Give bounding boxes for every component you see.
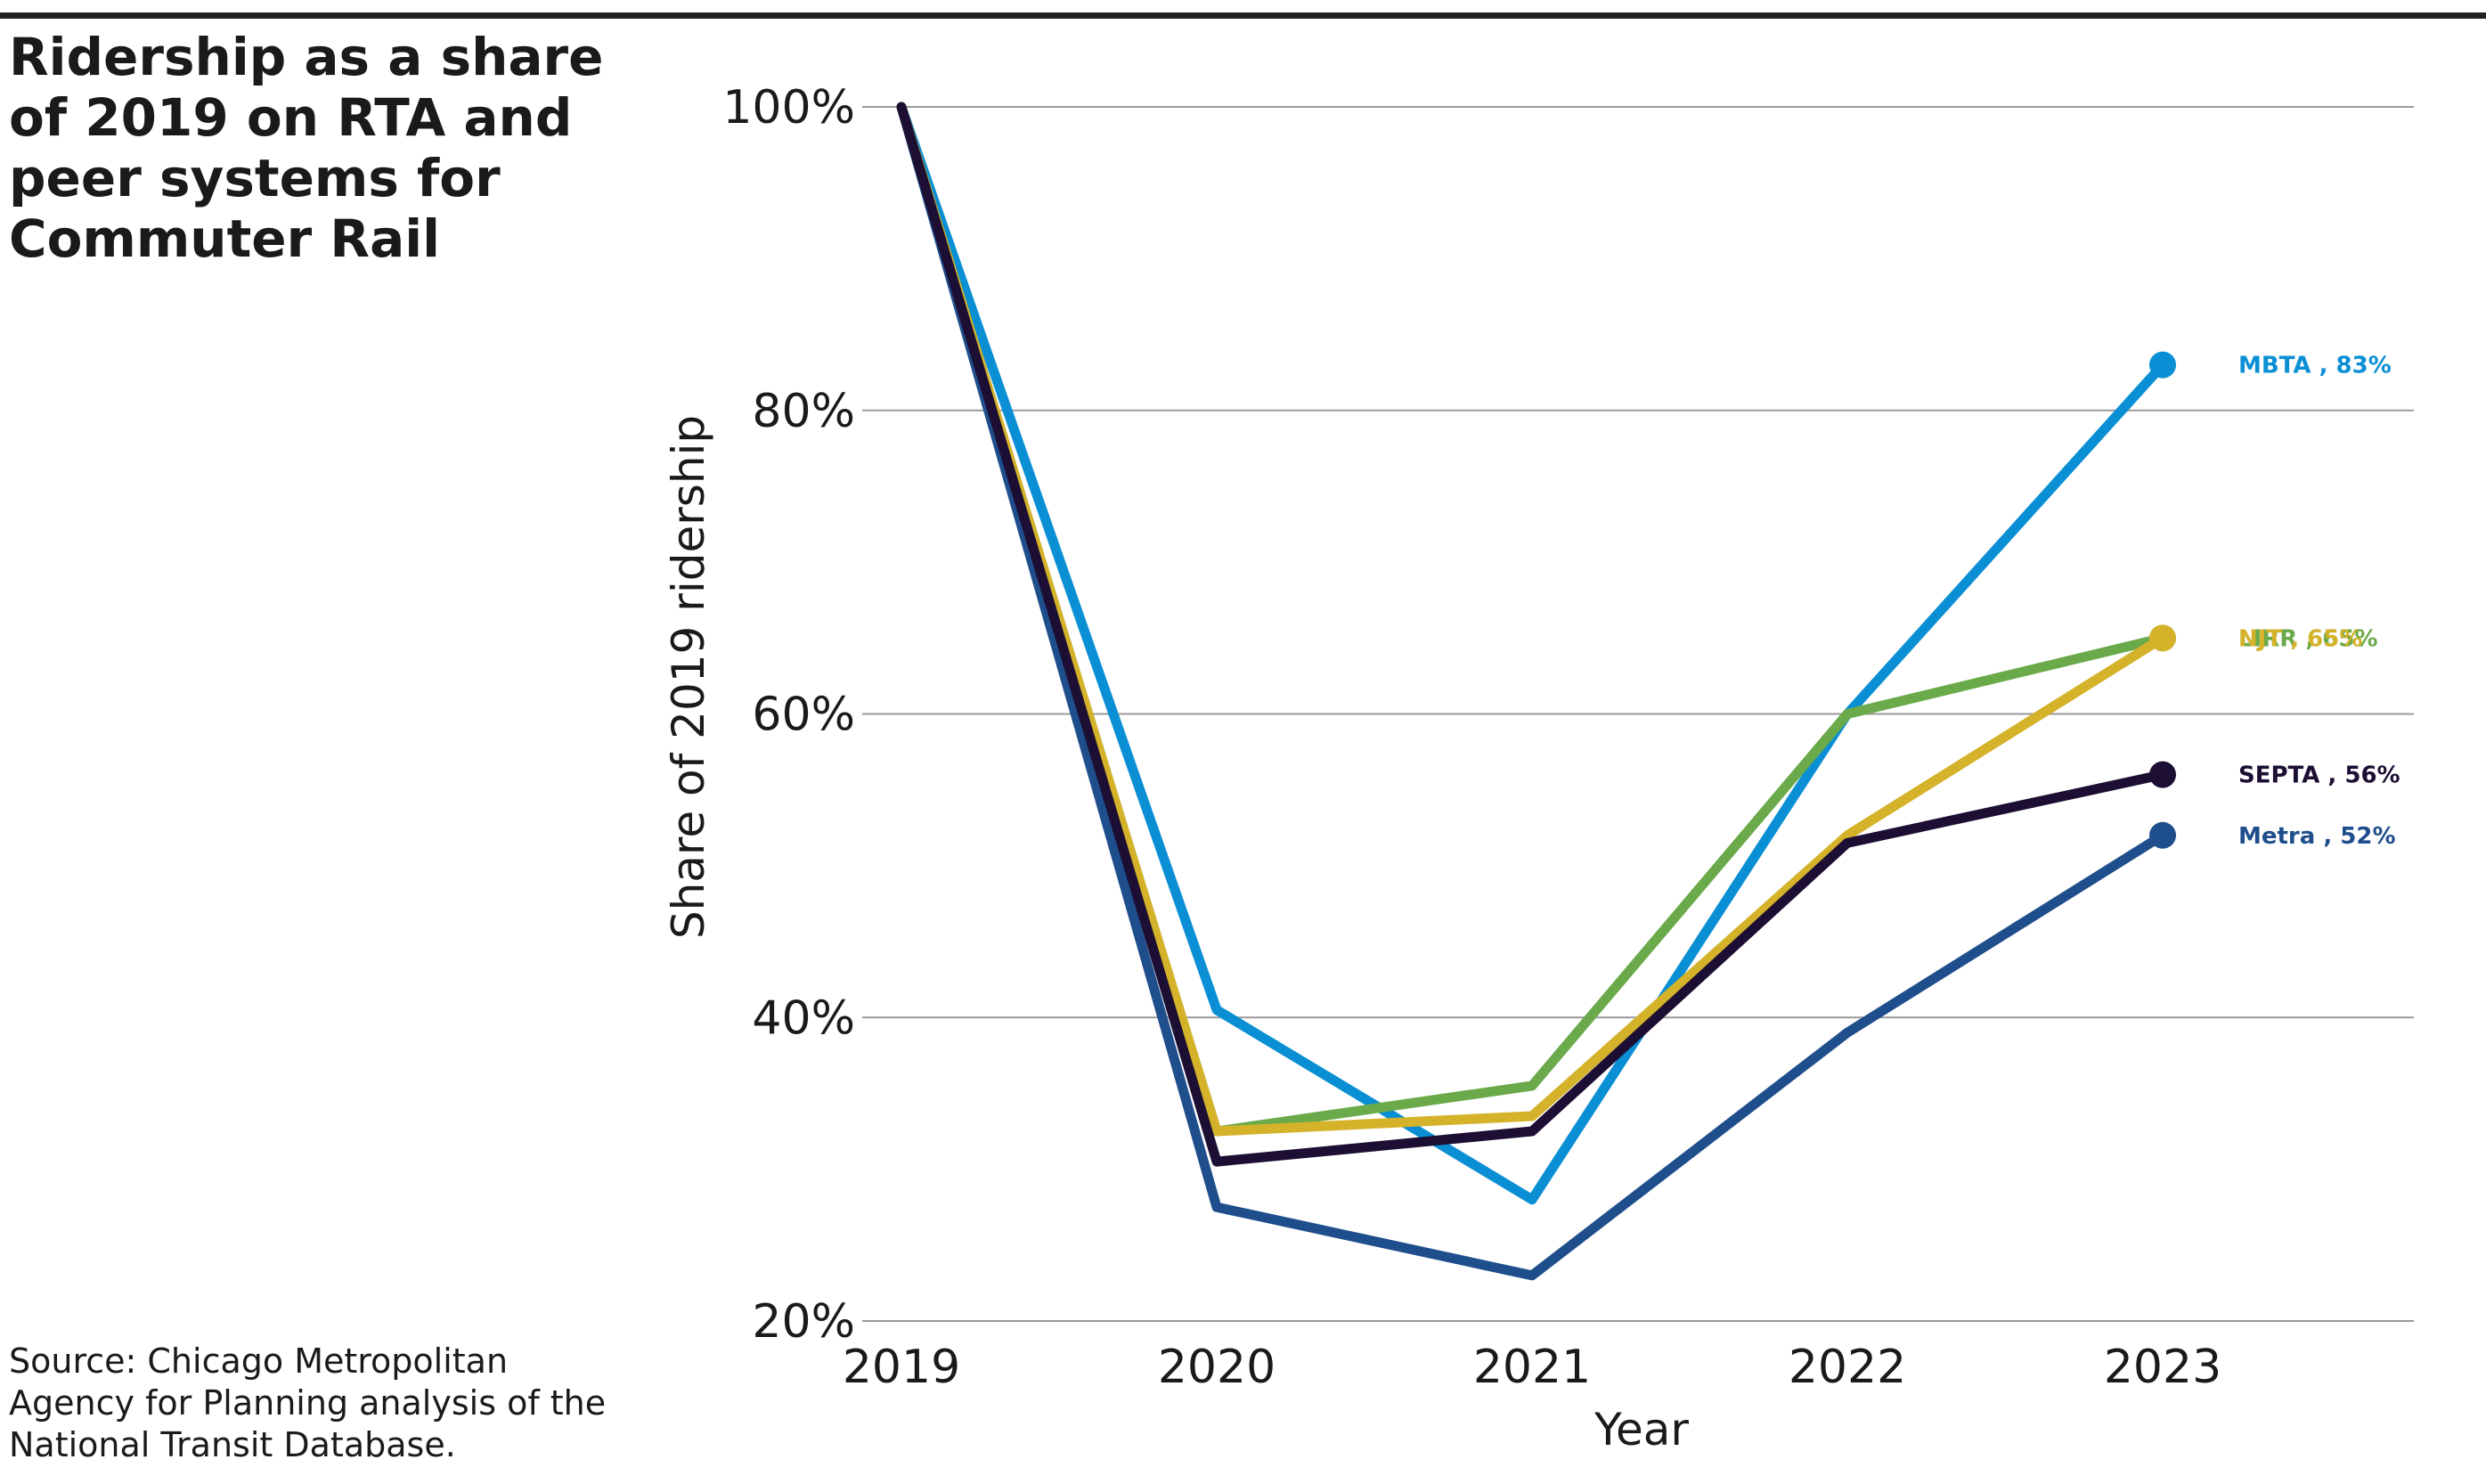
gridlines: [862, 106, 2414, 1322]
series-end-label-mbta: MBTA , 83%: [2238, 353, 2392, 379]
series-end-label-septa: SEPTA , 56%: [2238, 762, 2400, 789]
series-line-njt: [896, 102, 2168, 1137]
series-line-lirr: [896, 102, 2168, 1137]
x-axis-ticks: 2019 2020 2021 2022 2023: [843, 1341, 2221, 1394]
series-end-label-metra: Metra , 52%: [2238, 823, 2396, 850]
series-end-point-njt: [2149, 624, 2176, 652]
series-end-point-metra: [2149, 821, 2176, 849]
x-axis-title: Year: [1593, 1404, 1689, 1455]
series-line-metra: [896, 102, 2168, 1281]
x-tick-label: 2021: [1473, 1341, 1591, 1394]
y-tick-label: 60%: [752, 689, 855, 742]
series-lines: [896, 102, 2176, 1281]
y-tick-label: 40%: [752, 991, 855, 1045]
series-end-label-njt: NJT , 65%: [2238, 625, 2362, 652]
x-tick-label: 2019: [843, 1341, 960, 1394]
top-rule: [0, 12, 2486, 19]
y-tick-label: 100%: [722, 81, 855, 135]
y-tick-label: 20%: [752, 1295, 855, 1349]
chart-title: Ridership as a share of 2019 on RTA and …: [9, 27, 604, 269]
series-end-label-lirr: LIRR , 65%: [2238, 625, 2378, 652]
source-note: Source: Chicago Metropolitan Agency for …: [9, 1341, 607, 1464]
series-end-point-mbta: [2149, 351, 2176, 379]
y-axis-title: Share of 2019 ridership: [663, 415, 714, 939]
series-line-septa: [896, 102, 2168, 1167]
series-line-mbta: [896, 102, 2168, 1205]
y-tick-label: 80%: [752, 385, 855, 438]
series-end-labels: Metra , 52% MBTA , 83% LIRR , 65%NJT , 65%…: [2238, 353, 2400, 850]
series-end-point-septa: [2149, 761, 2176, 788]
x-tick-label: 2022: [1789, 1341, 1906, 1394]
y-axis-ticks: 20% 40% 60% 80% 100%: [722, 81, 855, 1349]
x-tick-label: 2023: [2104, 1341, 2221, 1394]
x-tick-label: 2020: [1158, 1341, 1276, 1394]
